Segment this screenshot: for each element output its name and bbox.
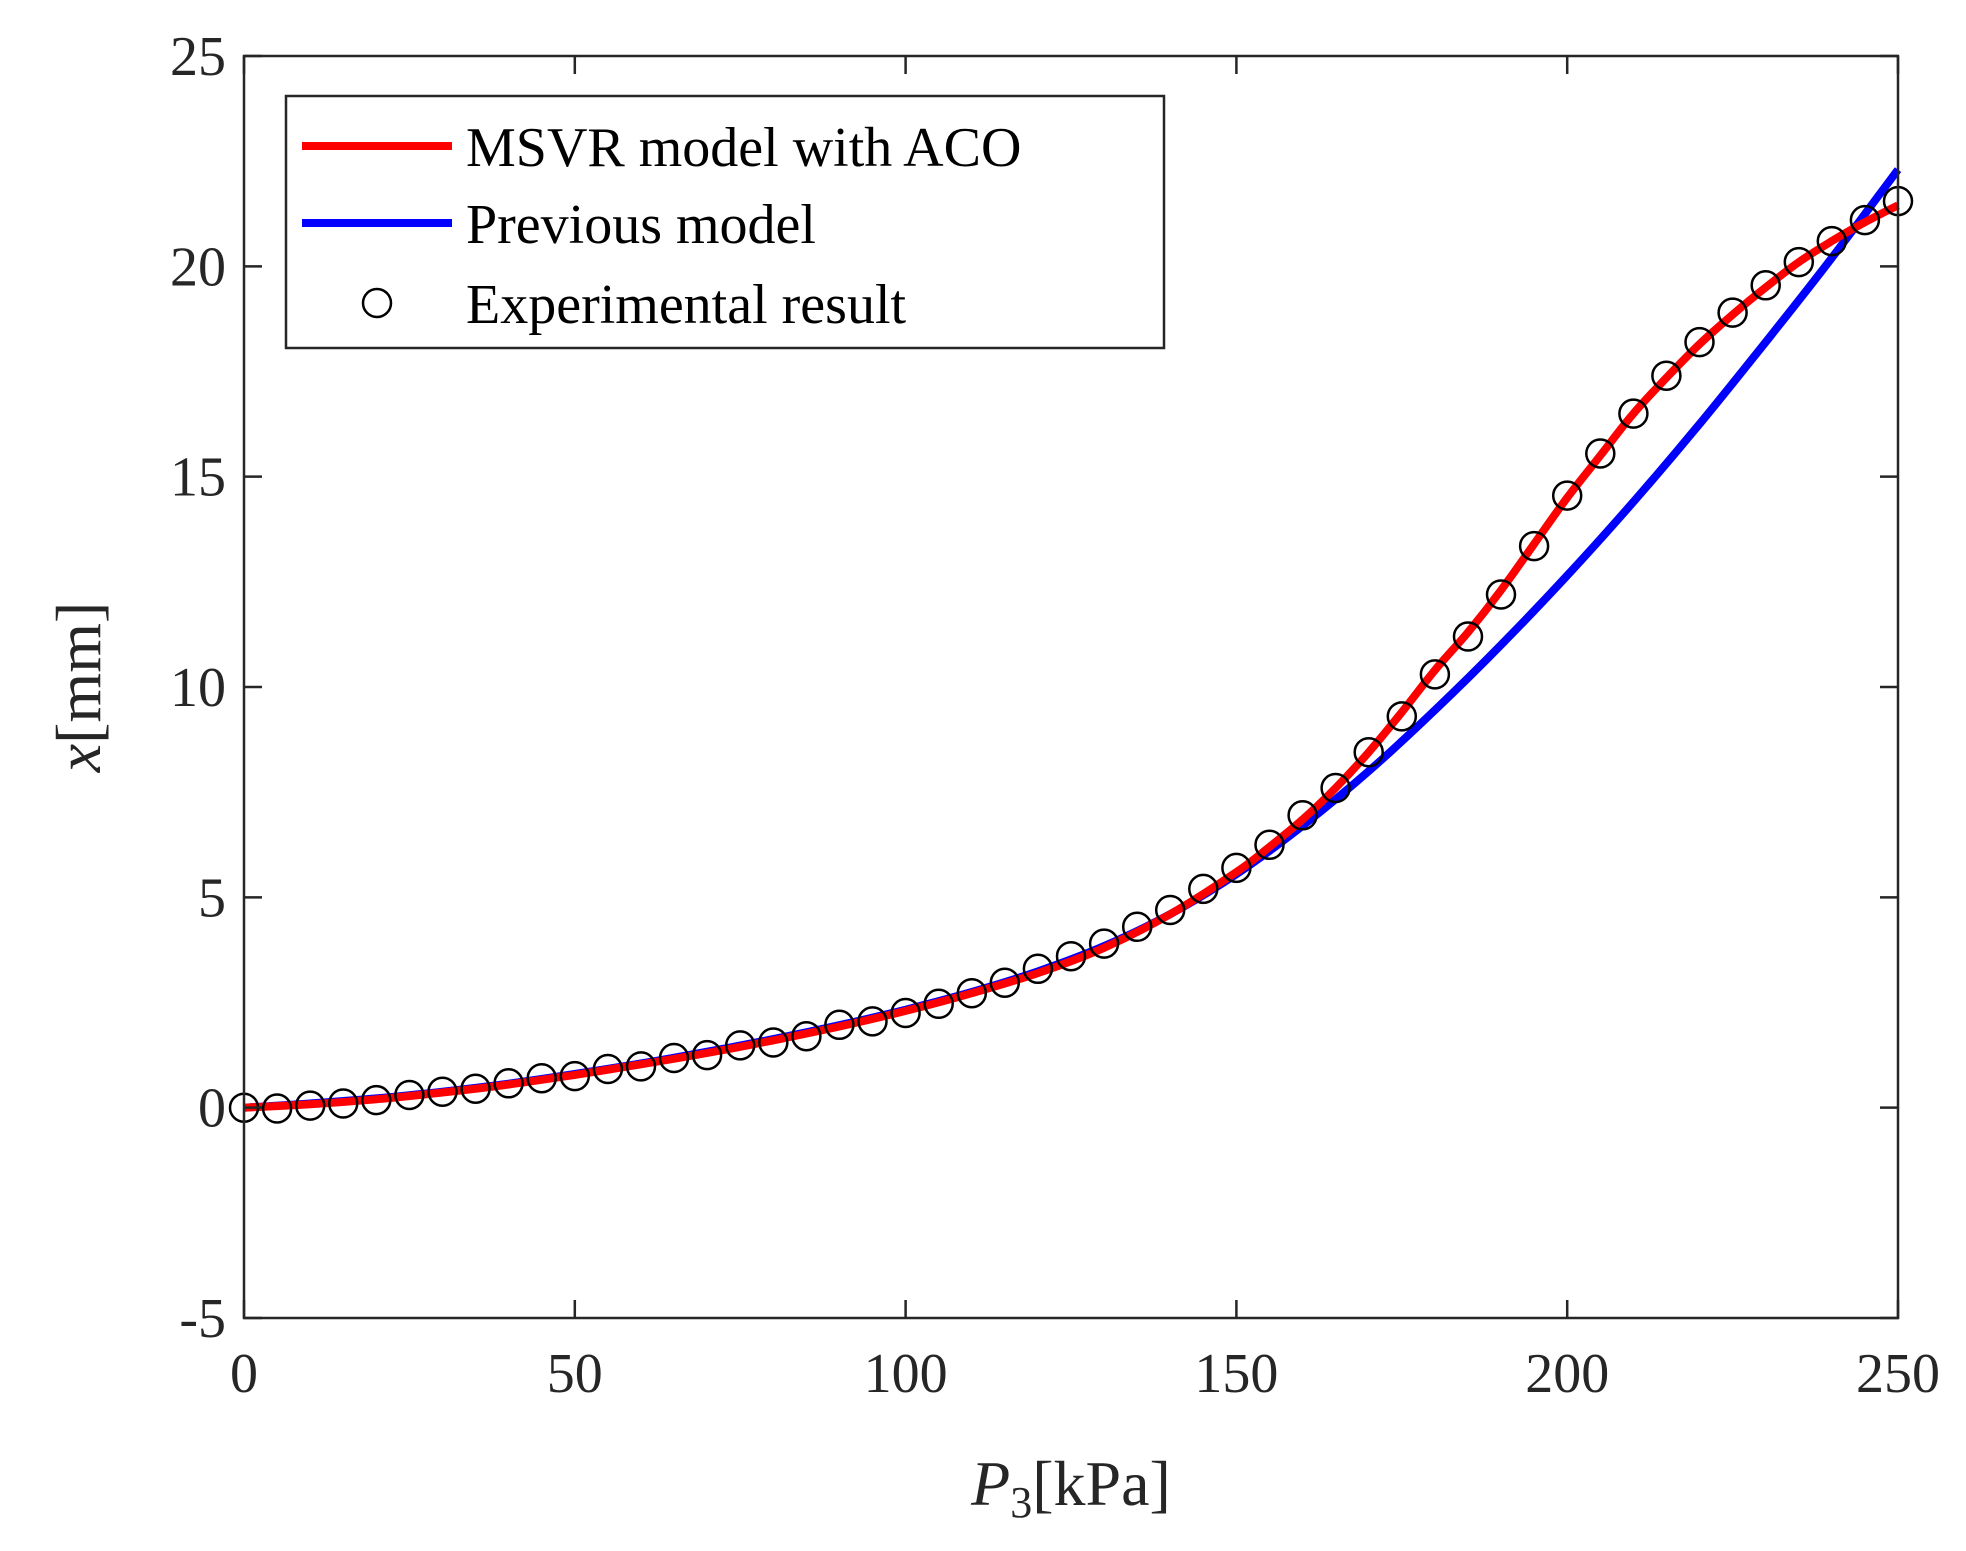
experimental-point [758, 1027, 789, 1058]
experimental-point [1386, 701, 1418, 732]
experimental-point [824, 1009, 855, 1041]
experimental-point [1154, 894, 1186, 926]
x-axis-label: P3[kPa] [970, 1448, 1171, 1527]
experimental-point [1452, 621, 1484, 652]
experimental-point [890, 997, 921, 1029]
y-tick-labels: -5 0 5 10 15 20 25 [170, 26, 226, 1350]
experimental-point [1750, 270, 1781, 301]
experimental-point [724, 1030, 756, 1061]
experimental-point [1022, 953, 1054, 985]
experimental-point [691, 1039, 723, 1071]
legend-label-previous: Previous model [466, 194, 816, 256]
axes-box [242, 54, 1900, 1320]
series-line-msvr [243, 201, 1900, 1112]
experimental-point [1518, 530, 1550, 562]
experimental-point [1485, 579, 1517, 610]
x-tick-label: 250 [1856, 1343, 1940, 1405]
x-axis-unit: [kPa] [1032, 1448, 1171, 1519]
y-tick-label: 20 [170, 236, 226, 298]
experimental-point [327, 1088, 359, 1119]
experimental-point [1618, 398, 1649, 429]
experimental-point [1585, 438, 1616, 469]
legend-label-msvr: MSVR model with ACO [466, 117, 1021, 179]
experimental-point [923, 988, 954, 1020]
x-tick-label: 0 [230, 1343, 258, 1405]
x-tick-label: 50 [547, 1343, 603, 1405]
experimental-point [1320, 772, 1351, 804]
y-axis-variable: x [43, 744, 114, 773]
experimental-point [1088, 928, 1120, 959]
y-tick-label: -5 [179, 1288, 226, 1350]
y-tick-label: 25 [170, 26, 226, 88]
experimental-point [1816, 225, 1848, 257]
experimental-point [1651, 360, 1682, 391]
legend-label-experimental: Experimental result [466, 274, 907, 336]
y-tick-label: 0 [198, 1078, 226, 1140]
experimental-point [1783, 246, 1815, 278]
y-tick-label: 15 [170, 447, 226, 509]
experimental-point [1717, 297, 1748, 328]
experimental-point [294, 1090, 326, 1121]
experimental-point [427, 1076, 458, 1107]
x-tick-label: 100 [864, 1343, 948, 1405]
experimental-point [1684, 326, 1715, 358]
experimental-point [857, 1006, 888, 1037]
legend-marker-experimental [361, 287, 393, 319]
x-tick-labels: 0 50 100 150 200 250 [230, 1343, 1940, 1405]
y-axis-label: x[mm] [43, 602, 114, 774]
experimental-point [1353, 736, 1384, 768]
experimental-point [493, 1068, 524, 1099]
experimental-point [989, 967, 1021, 998]
experimental-point [1419, 659, 1451, 690]
experimental-point [956, 977, 988, 1009]
y-tick-label: 10 [170, 657, 226, 719]
experimental-point [1849, 204, 1881, 236]
x-tick-label: 200 [1525, 1343, 1609, 1405]
experimental-point [592, 1053, 624, 1085]
experimental-point [791, 1020, 822, 1052]
experimental-point [658, 1042, 690, 1074]
experimental-point [1254, 829, 1285, 861]
experimental-point [261, 1093, 293, 1124]
experimental-point [526, 1062, 557, 1094]
y-tick-label: 5 [198, 867, 226, 929]
experimental-point [460, 1073, 491, 1104]
x-axis-variable: P [970, 1448, 1010, 1519]
experimental-point [1221, 852, 1252, 884]
legend: MSVR model with ACO Previous model Exper… [284, 94, 1166, 350]
experimental-point [625, 1051, 657, 1082]
experimental-point [1188, 873, 1219, 905]
experimental-point [361, 1084, 392, 1116]
experimental-point [1287, 800, 1318, 831]
x-axis-subscript: 3 [1010, 1478, 1032, 1527]
experimental-point [394, 1079, 425, 1111]
experimental-point [559, 1060, 591, 1092]
experimental-point [1121, 911, 1153, 943]
x-tick-label: 150 [1194, 1343, 1278, 1405]
y-axis-unit: [mm] [43, 602, 114, 744]
experimental-point [1055, 940, 1087, 972]
series-layer [228, 167, 1914, 1124]
experimental-point [1551, 480, 1583, 511]
